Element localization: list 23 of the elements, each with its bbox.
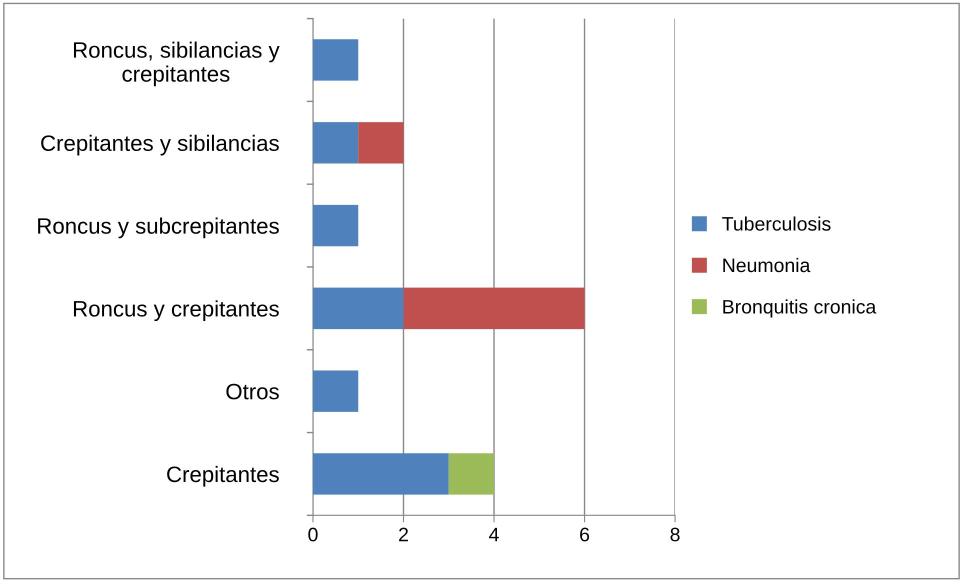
bar [312,288,404,330]
bar [312,370,358,412]
bar [403,288,585,330]
y-tick-label: Roncus, sibilancias y crepitantes [74,42,280,86]
x-tick-label: 4 [489,528,499,542]
x-tick-label: 0 [308,528,318,542]
bar [312,204,358,246]
y-tick-label: Roncus y subcrepitantes [38,218,279,238]
y-tick-label: Otros [226,384,279,400]
y-tick-label: Roncus y crepitantes [74,300,279,322]
legend-label: Neumonia [723,258,810,272]
bar [312,122,358,164]
y-tick-label: Crepitantes [167,466,279,487]
bar [312,453,449,495]
bar [358,122,404,164]
legend-label: Tuberculosis [722,216,831,231]
bar [448,453,494,495]
x-tick-label: 2 [399,528,408,542]
legend-label: Bronquitis cronica [723,299,876,318]
x-tick-label: 6 [580,528,590,542]
x-tick-label: 8 [670,528,680,542]
bar [312,39,358,81]
y-tick-label: Crepitantes y sibilancias [41,134,279,156]
